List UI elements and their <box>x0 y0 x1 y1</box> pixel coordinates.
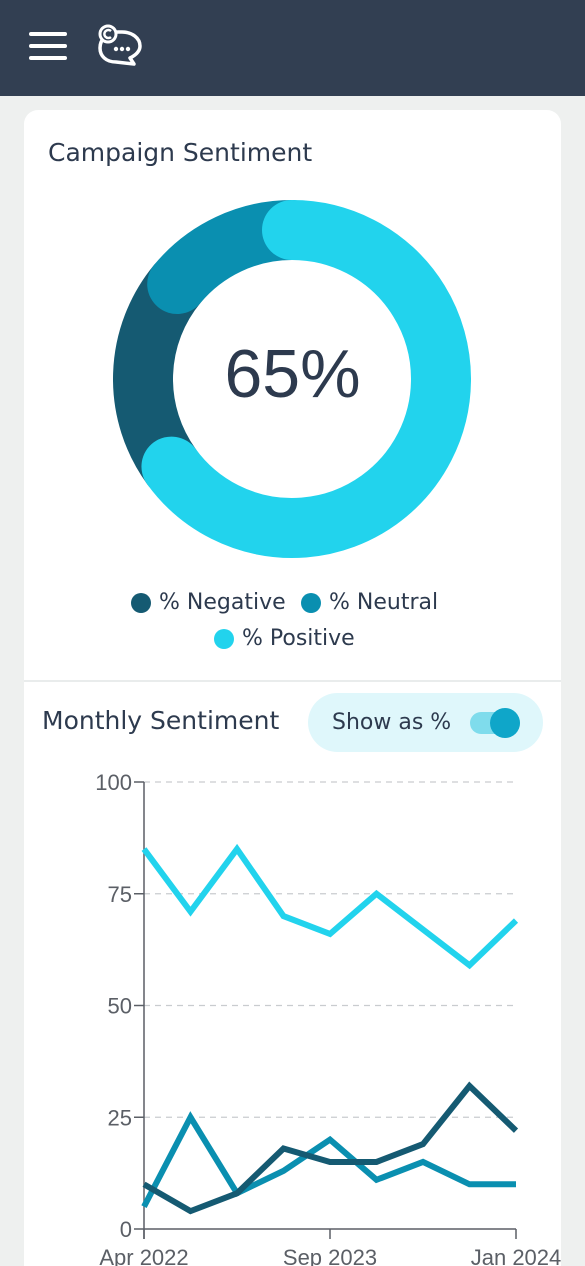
donut-slice-positive <box>141 200 471 558</box>
app-header <box>0 0 585 96</box>
chat-bubble-logo-icon[interactable] <box>96 24 144 70</box>
y-tick-label-100: 100 <box>95 770 132 795</box>
donut-center-value: 65% <box>224 336 361 412</box>
y-tick-label-50: 50 <box>108 994 132 1019</box>
campaign-sentiment-title: Campaign Sentiment <box>48 138 313 167</box>
legend-dot-negative <box>131 592 151 613</box>
x-tick-label-4: Sep 2023 <box>283 1245 377 1266</box>
y-tick-label-0: 0 <box>120 1217 132 1242</box>
legend-negative[interactable]: % Negative <box>131 590 286 615</box>
hamburger-menu-icon[interactable] <box>29 30 67 62</box>
x-tick-label-0: Apr 2022 <box>99 1245 188 1266</box>
legend-label-negative: % Negative <box>159 590 286 615</box>
sentiment-donut-chart <box>113 200 471 558</box>
toggle-knob[interactable] <box>490 708 520 738</box>
section-divider <box>24 680 561 682</box>
legend-label-neutral: % Neutral <box>329 590 439 615</box>
series-line-positive <box>141 843 519 970</box>
series-line-negative <box>142 1081 519 1215</box>
monthly-sentiment-title: Monthly Sentiment <box>42 706 280 735</box>
sentiment-card <box>24 110 561 1266</box>
series-line-neutral <box>141 1111 516 1209</box>
y-tick-label-75: 75 <box>108 882 132 907</box>
x-tick-label-8: Jan 2024 <box>471 1245 562 1266</box>
y-tick-label-25: 25 <box>108 1105 132 1130</box>
legend-dot-positive <box>214 628 234 649</box>
show-as-percent-toggle[interactable]: Show as % <box>308 693 543 752</box>
toggle-label: Show as % <box>332 710 452 735</box>
legend-dot-neutral <box>301 592 321 613</box>
legend-neutral[interactable]: % Neutral <box>301 590 438 615</box>
legend-label-positive: % Positive <box>242 626 355 651</box>
legend-positive[interactable]: % Positive <box>214 626 355 651</box>
